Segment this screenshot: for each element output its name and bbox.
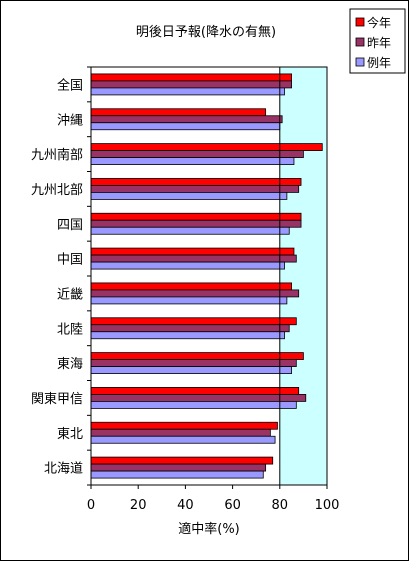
bar-今年-北海道 bbox=[90, 456, 274, 465]
bar-今年-近畿 bbox=[90, 282, 293, 291]
category-label: 北海道 bbox=[44, 462, 83, 477]
bar-昨年-東北 bbox=[90, 428, 271, 437]
bar-今年-九州北部 bbox=[90, 178, 302, 186]
category-label: 近畿 bbox=[57, 287, 83, 302]
legend-swatch bbox=[355, 57, 365, 67]
x-tick-label: 100 bbox=[315, 498, 340, 513]
category-label: 全国 bbox=[57, 77, 83, 93]
bar-昨年-九州南部 bbox=[90, 150, 304, 158]
bar-今年-四国 bbox=[90, 212, 302, 221]
bar-例年-沖縄 bbox=[90, 122, 281, 131]
category-label: 東北 bbox=[57, 426, 83, 442]
category-label: 関東甲信 bbox=[31, 391, 83, 407]
bar-今年-北陸 bbox=[90, 317, 297, 326]
bar-例年-全国 bbox=[90, 87, 285, 96]
category-label: 東海 bbox=[57, 356, 83, 372]
bar-昨年-九州北部 bbox=[90, 185, 300, 193]
chart-title: 明後日予報(降水の有無) bbox=[136, 25, 276, 40]
category-label: 沖縄 bbox=[57, 113, 83, 128]
bar-例年-東海 bbox=[90, 366, 293, 374]
bar-今年-沖縄 bbox=[90, 108, 267, 117]
bar-昨年-近畿 bbox=[90, 289, 300, 298]
bar-昨年-関東甲信 bbox=[90, 394, 307, 402]
bar-今年-九州南部 bbox=[90, 143, 323, 151]
legend-swatch bbox=[355, 17, 365, 27]
bar-昨年-全国 bbox=[90, 80, 293, 89]
bar-例年-九州南部 bbox=[90, 157, 295, 165]
legend-swatch bbox=[355, 37, 365, 47]
bar-例年-四国 bbox=[90, 226, 290, 235]
bar-昨年-東海 bbox=[90, 359, 297, 367]
category-label: 中国 bbox=[57, 253, 83, 268]
category-label: 九州北部 bbox=[31, 183, 83, 198]
bar-昨年-北陸 bbox=[90, 324, 290, 333]
bar-昨年-沖縄 bbox=[90, 115, 283, 124]
category-label: 北陸 bbox=[57, 321, 83, 337]
highlight-band bbox=[279, 67, 327, 485]
bar-昨年-中国 bbox=[90, 254, 297, 263]
bar-今年-全国 bbox=[90, 73, 293, 82]
x-tick-label: 80 bbox=[272, 498, 289, 513]
legend-label: 例年 bbox=[367, 56, 391, 70]
bar-例年-北海道 bbox=[90, 470, 264, 479]
x-tick-label: 60 bbox=[224, 498, 241, 513]
bar-今年-東海 bbox=[90, 352, 304, 360]
bar-今年-中国 bbox=[90, 247, 295, 256]
bar-昨年-北海道 bbox=[90, 463, 267, 472]
bar-今年-東北 bbox=[90, 421, 278, 430]
category-label: 九州南部 bbox=[31, 147, 83, 163]
bar-例年-近畿 bbox=[90, 296, 288, 305]
bar-例年-関東甲信 bbox=[90, 401, 297, 409]
bar-例年-東北 bbox=[90, 435, 276, 444]
category-label: 四国 bbox=[57, 218, 83, 233]
legend-label: 昨年 bbox=[367, 36, 391, 50]
bar-例年-中国 bbox=[90, 261, 285, 270]
bar-例年-九州北部 bbox=[90, 192, 288, 200]
x-tick-label: 20 bbox=[130, 498, 147, 513]
bar-昨年-四国 bbox=[90, 219, 302, 228]
bar-例年-北陸 bbox=[90, 331, 285, 340]
x-tick-label: 0 bbox=[87, 498, 95, 513]
x-axis-title: 適中率(%) bbox=[178, 521, 240, 537]
bar-今年-関東甲信 bbox=[90, 387, 300, 395]
legend-label: 今年 bbox=[367, 15, 391, 30]
x-tick-label: 40 bbox=[177, 498, 194, 513]
